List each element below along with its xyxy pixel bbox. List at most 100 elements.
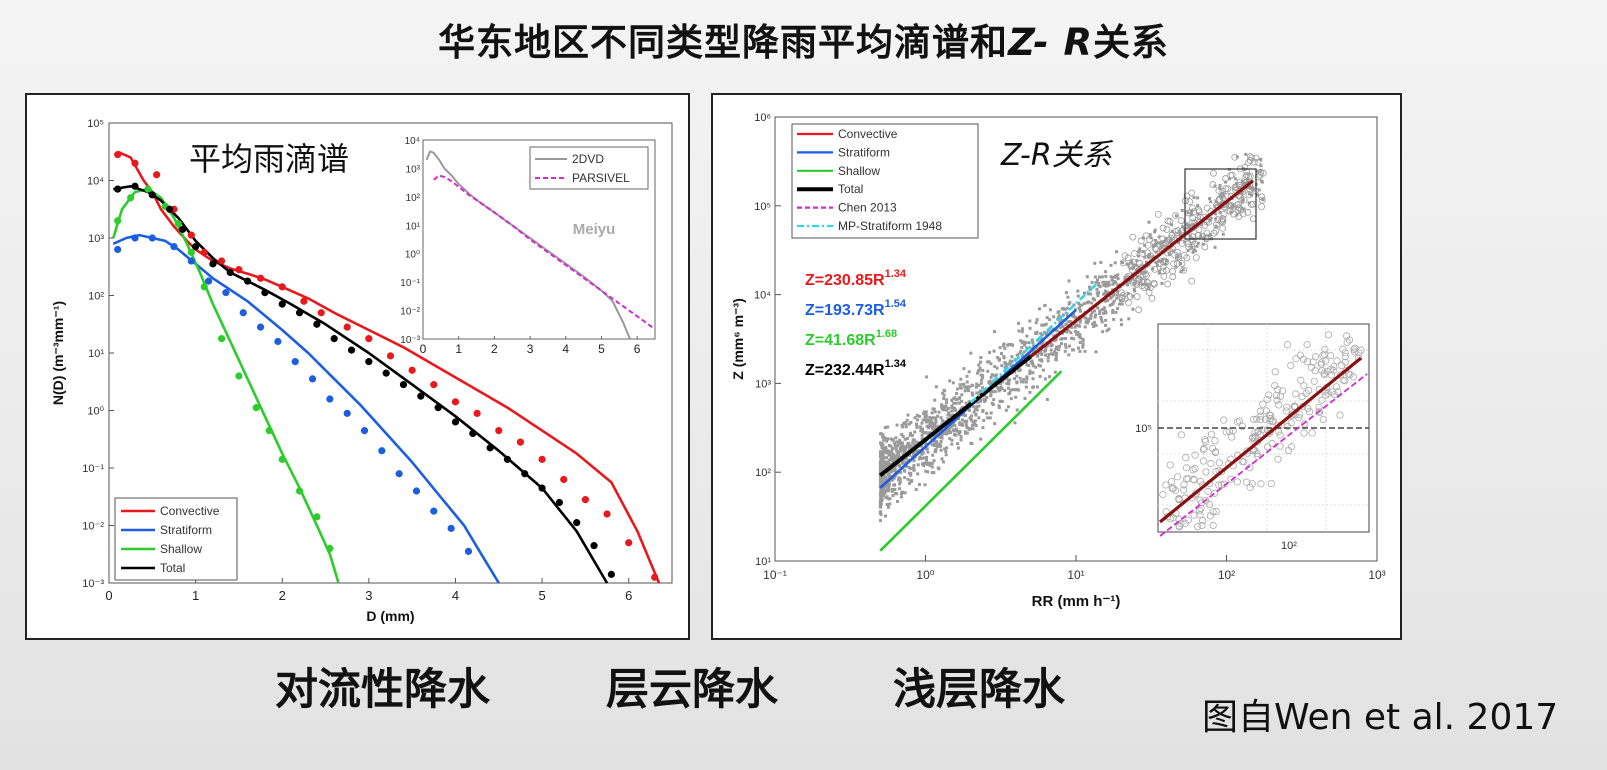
data-point-total xyxy=(555,498,564,507)
inset-scatter-marker xyxy=(1292,390,1300,398)
scatter-marker xyxy=(993,422,997,426)
scatter-marker xyxy=(1082,291,1086,295)
scatter-marker xyxy=(942,396,946,400)
inset-scatter-marker xyxy=(1177,431,1186,439)
scatter-marker xyxy=(900,433,904,437)
scatter-marker xyxy=(1003,346,1007,350)
scatter-marker xyxy=(1105,290,1109,294)
scatter-marker xyxy=(1024,341,1028,345)
scatter-marker xyxy=(924,461,928,465)
scatter-marker xyxy=(888,458,892,462)
inset-scatter-marker xyxy=(1212,507,1220,516)
scatter-marker xyxy=(895,492,899,496)
inset-scatter-marker xyxy=(1321,350,1329,358)
scatter-marker xyxy=(979,399,983,403)
y-tick-label: 10⁻² xyxy=(82,521,104,533)
scatter-marker xyxy=(914,488,918,492)
inset-line-parsivel xyxy=(433,174,656,330)
inset-scatter-marker xyxy=(1324,331,1333,339)
inset-title: Meiyu xyxy=(573,221,616,238)
scatter-marker xyxy=(965,380,969,384)
scatter-marker xyxy=(1126,262,1130,266)
scatter-marker xyxy=(1246,157,1254,164)
scatter-marker xyxy=(899,449,903,453)
scatter-marker xyxy=(931,426,935,430)
scatter-marker xyxy=(881,459,885,463)
scatter-marker xyxy=(1180,266,1188,274)
scatter-marker xyxy=(927,424,931,428)
scatter-marker xyxy=(997,406,1001,410)
scatter-marker xyxy=(1183,254,1191,262)
inset-scatter-marker xyxy=(1196,496,1204,504)
scatter-marker xyxy=(1013,377,1017,381)
scatter-marker xyxy=(928,416,932,420)
data-point-convective xyxy=(218,257,226,265)
scatter-marker xyxy=(1076,289,1080,293)
scatter-marker xyxy=(895,440,899,444)
scatter-marker xyxy=(1196,241,1200,245)
scatter-marker xyxy=(1040,333,1044,337)
inset-scatter-marker xyxy=(1333,357,1341,365)
scatter-marker xyxy=(1241,198,1245,202)
caption-convective: 对流性降水 xyxy=(275,665,490,715)
scatter-marker xyxy=(908,453,912,457)
scatter-marker xyxy=(1046,359,1050,363)
inset-scatter-marker xyxy=(1180,481,1188,489)
inset-scatter-marker xyxy=(1268,439,1276,448)
inset-scatter-marker xyxy=(1301,420,1309,428)
scatter-marker xyxy=(879,497,883,501)
scatter-marker xyxy=(1107,283,1111,287)
scatter-marker xyxy=(1046,344,1050,348)
scatter-marker xyxy=(1131,307,1135,311)
scatter-marker xyxy=(940,434,944,438)
scatter-marker xyxy=(925,455,929,459)
scatter-marker xyxy=(1111,282,1115,286)
scatter-marker xyxy=(1146,255,1150,259)
inset-legend-label-2dvd: 2DVD xyxy=(572,152,604,166)
scatter-marker xyxy=(906,413,910,417)
scatter-marker xyxy=(908,431,912,435)
scatter-marker xyxy=(924,458,928,462)
scatter-marker xyxy=(883,426,887,430)
scatter-marker xyxy=(1099,260,1103,264)
scatter-marker xyxy=(885,495,889,499)
x-tick-label: 5 xyxy=(538,588,545,603)
data-point-total xyxy=(538,484,546,492)
inset-scatter-marker xyxy=(1276,431,1284,439)
scatter-marker xyxy=(1143,243,1147,247)
scatter-marker xyxy=(887,453,891,457)
data-point-total xyxy=(417,392,425,400)
scatter-marker xyxy=(993,365,997,369)
scatter-marker xyxy=(1068,344,1072,348)
scatter-marker xyxy=(897,452,901,456)
scatter-marker xyxy=(1028,390,1032,394)
fit-line-mp xyxy=(969,281,1099,404)
data-point-total xyxy=(607,570,615,578)
scatter-marker xyxy=(1009,388,1013,392)
scatter-marker xyxy=(1190,208,1198,216)
scatter-marker xyxy=(1250,193,1254,197)
scatter-marker xyxy=(1160,239,1167,247)
scatter-marker xyxy=(945,401,949,405)
y-tick-label: 10³ xyxy=(88,233,104,245)
scatter-marker xyxy=(1247,185,1251,189)
scatter-marker xyxy=(1183,192,1191,200)
scatter-marker xyxy=(1164,262,1168,266)
scatter-marker xyxy=(1025,375,1029,379)
scatter-marker xyxy=(1148,233,1152,237)
scatter-marker xyxy=(929,461,933,465)
scatter-marker xyxy=(895,423,899,427)
data-point-stratiform xyxy=(239,309,247,317)
scatter-marker xyxy=(887,489,891,493)
inset-scatter-marker xyxy=(1199,517,1207,525)
scatter-marker xyxy=(1003,366,1007,370)
data-point-shallow xyxy=(127,194,135,202)
data-point-total xyxy=(573,519,581,527)
scatter-marker xyxy=(885,439,889,443)
scatter-marker xyxy=(892,458,896,462)
scatter-marker xyxy=(979,381,983,385)
scatter-marker xyxy=(883,491,887,495)
equation-base: Z=193.73R xyxy=(805,302,885,319)
scatter-marker xyxy=(898,439,902,443)
scatter-marker xyxy=(879,502,883,506)
